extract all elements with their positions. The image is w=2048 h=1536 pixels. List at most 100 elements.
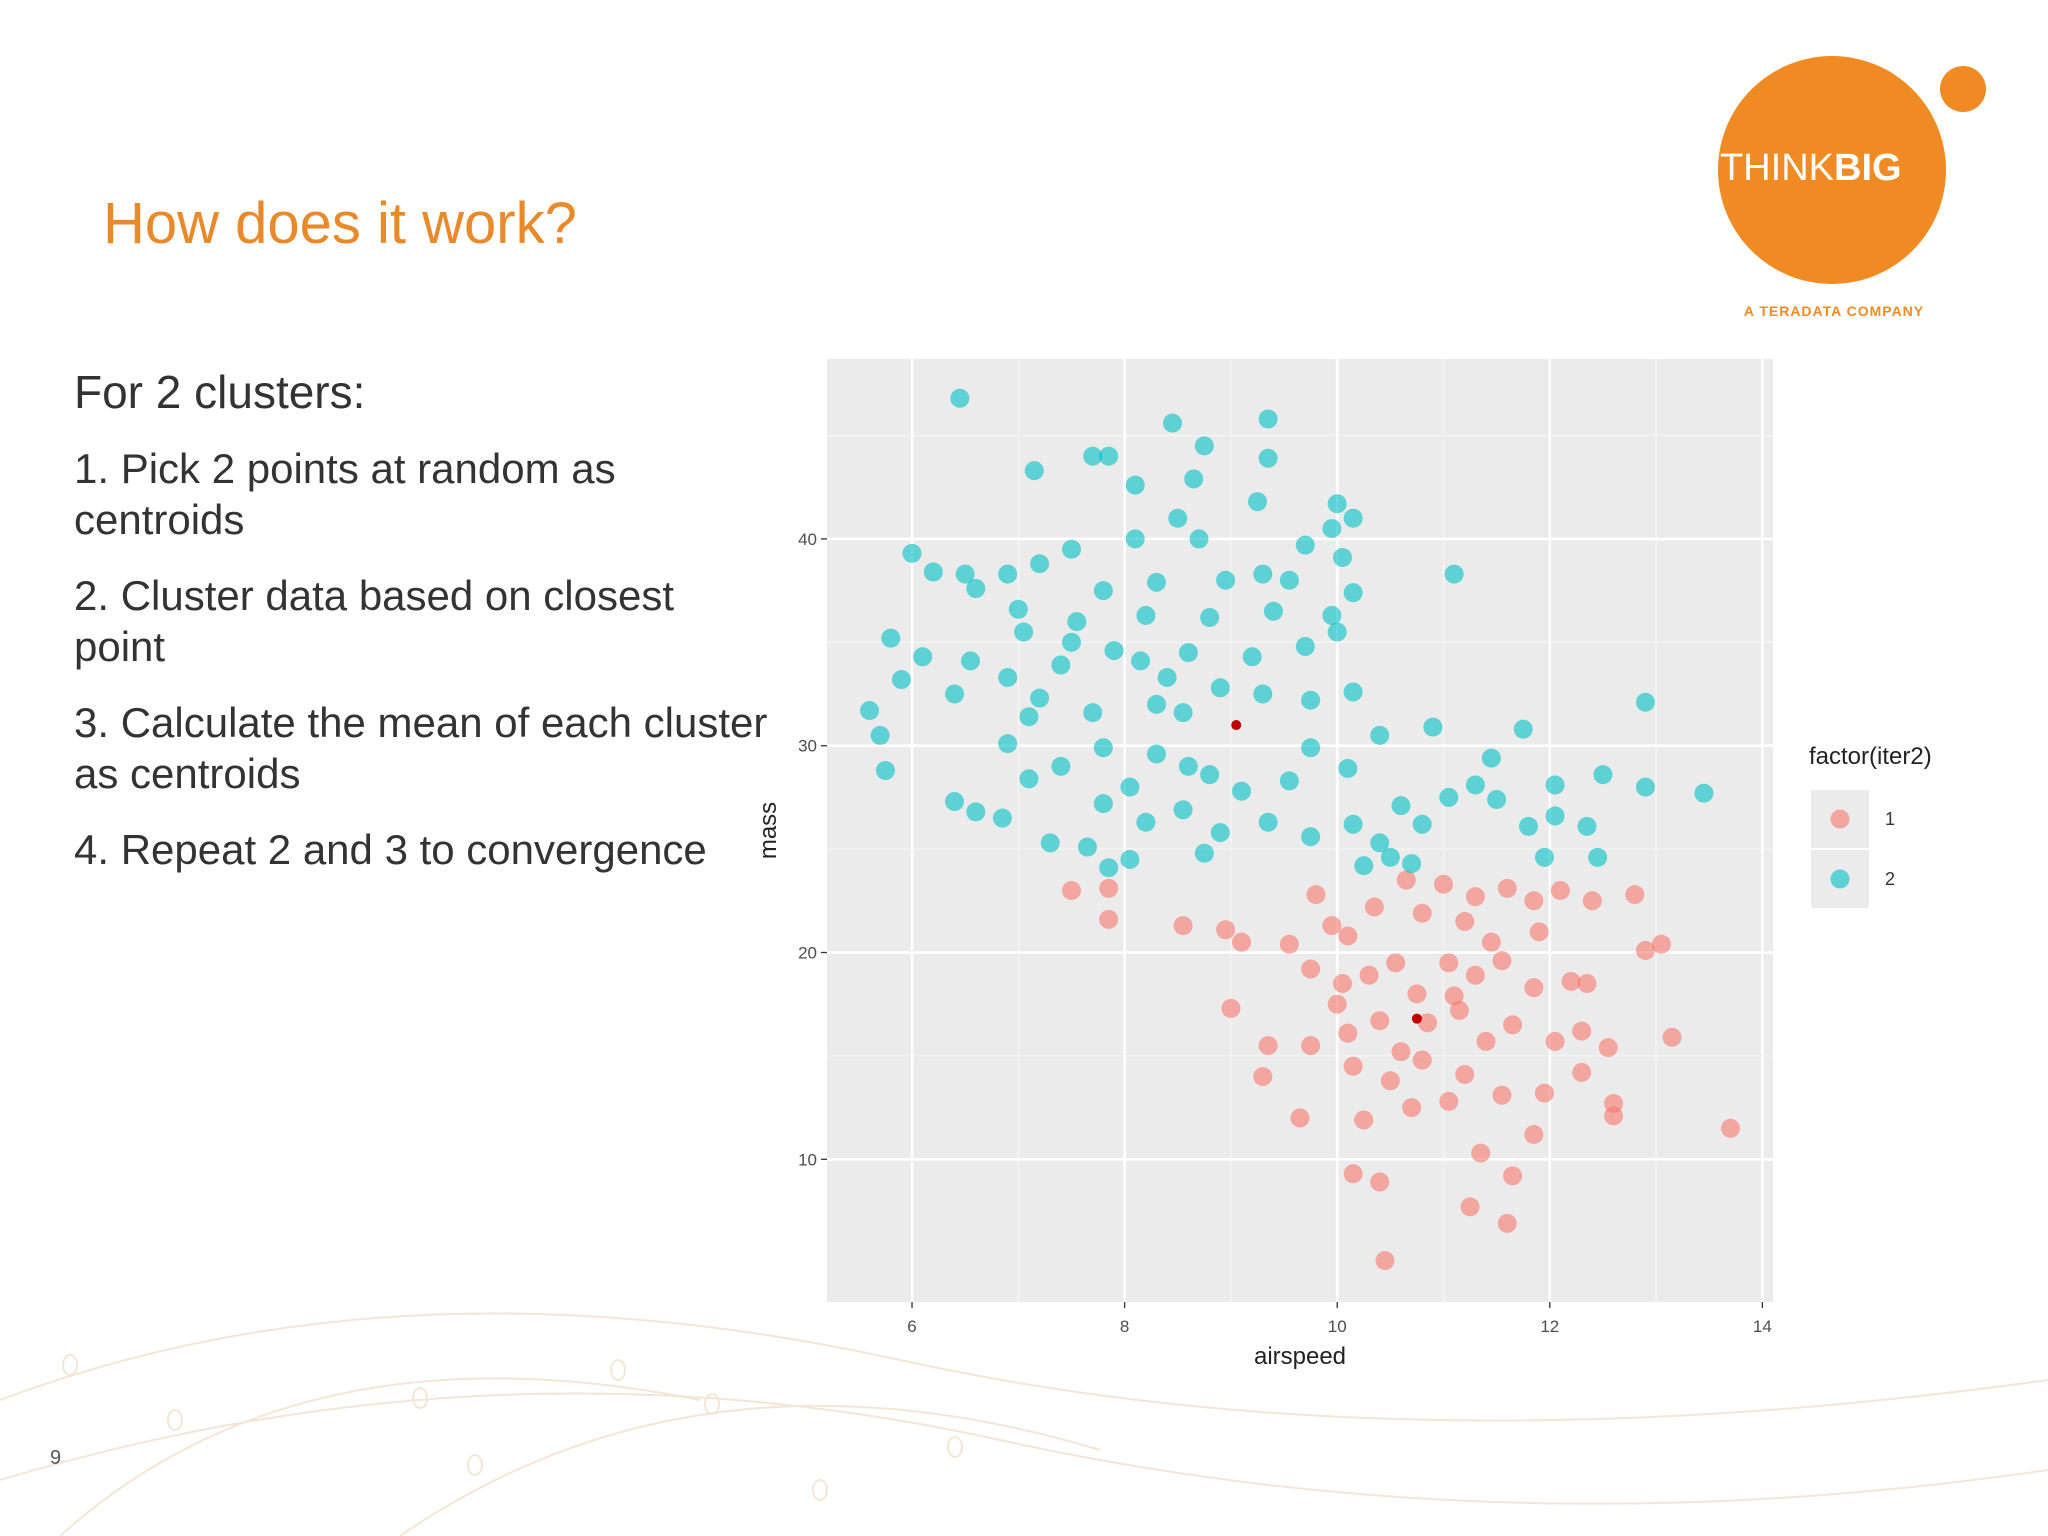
point [1492,951,1512,971]
point [1258,448,1278,468]
point [1322,916,1342,936]
point [923,562,943,582]
legend-title: factor(iter2) [1809,743,1932,770]
point [1588,847,1608,867]
point [1497,1213,1517,1233]
point [1391,796,1411,816]
point [1460,1197,1480,1217]
point [1439,1091,1459,1111]
point [1125,529,1145,549]
intro: For 2 clusters: [74,366,366,418]
point [1412,903,1432,923]
centroid [1231,720,1242,731]
point [998,667,1018,687]
point [1407,984,1427,1004]
point [1561,971,1581,991]
step: 3. Calculate the mean of each cluster as… [74,699,768,797]
y-tick-label: 20 [798,944,817,963]
point [1232,932,1252,952]
point [1008,599,1028,619]
point [1604,1106,1624,1126]
point [1168,508,1188,528]
point [1327,994,1347,1014]
point [1343,1164,1363,1184]
point [1322,605,1342,625]
point [1077,837,1097,857]
legend-swatch [1830,809,1850,829]
point [1481,932,1501,952]
point [1301,738,1321,758]
point [1162,413,1182,433]
point [945,684,965,704]
point [945,792,965,812]
point [1221,998,1241,1018]
point [1598,1038,1618,1058]
point [1343,583,1363,603]
point [1210,678,1230,698]
point [992,808,1012,828]
x-tick-label: 8 [1120,1317,1129,1336]
point [1051,756,1071,776]
point [1125,475,1145,495]
point [1524,1124,1544,1144]
point [1258,409,1278,429]
point [1412,1050,1432,1070]
point [1178,756,1198,776]
chart: 6 8 10 12 1410203040airspeedmassfactor(iter2… [755,359,1932,1370]
point [1572,1021,1592,1041]
point [1279,934,1299,954]
point [1247,492,1267,512]
point [1481,748,1501,768]
point [1253,684,1273,704]
logo-circle [1718,56,1946,284]
point [1258,812,1278,832]
point [1465,887,1485,907]
point [1550,880,1570,900]
point [1216,920,1236,940]
point [1694,783,1714,803]
point [1418,1013,1438,1033]
point [1412,814,1432,834]
point [1093,581,1113,601]
point [1534,847,1554,867]
point [1545,1031,1565,1051]
step: 4. Repeat 2 and 3 to convergence [74,826,707,873]
point [1651,934,1671,954]
point [998,734,1018,754]
point [1444,986,1464,1006]
point [1173,916,1193,936]
point [1497,878,1517,898]
point [1253,564,1273,584]
point [1295,535,1315,555]
point [1061,632,1081,652]
point [1147,572,1167,592]
x-tick-label: 12 [1540,1317,1559,1336]
point [1173,703,1193,723]
point [1503,1166,1523,1186]
x-axis-label: airspeed [1254,1343,1346,1370]
point [1370,1172,1390,1192]
point [1295,636,1315,656]
point [1391,1042,1411,1062]
point [1200,607,1220,627]
point [1194,436,1214,456]
point [1343,508,1363,528]
point [1279,570,1299,590]
point [1327,494,1347,514]
point [1136,605,1156,625]
point [1524,978,1544,998]
point [1487,789,1507,809]
point [1370,725,1390,745]
point [1386,953,1406,973]
legend-swatch [1830,869,1850,889]
point [1067,612,1087,632]
legend-label: 1 [1885,809,1895,829]
point [913,647,933,667]
point [1178,643,1198,663]
point [1184,469,1204,489]
point [1433,874,1453,894]
point [1120,777,1140,797]
point [966,802,986,822]
point [1301,959,1321,979]
